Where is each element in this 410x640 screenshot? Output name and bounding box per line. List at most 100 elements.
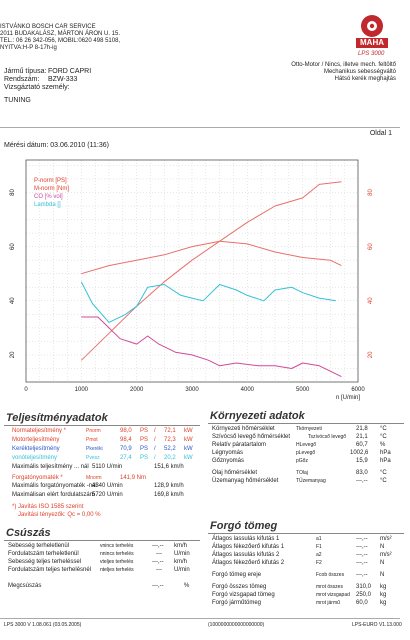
env-row: Üzemanyag hőmérséklet TÜzemanyag ---,-- … (208, 478, 404, 487)
slip-symbol: vnincs terhelés (100, 543, 134, 549)
env-label: Gőznyomás (212, 458, 245, 464)
max-torque-speed: 128,9 km/h (154, 483, 184, 489)
plot-frame (25, 159, 359, 383)
perf-ps: 98,4 (120, 437, 132, 443)
mass-unit: m/s² (380, 552, 392, 558)
slip-row: Sebesség teljes terheléssel vteljes terh… (4, 559, 200, 568)
perf-row: vonóteljesítmény Pvesz 27,4 PS / 20,2 kW (12, 455, 193, 461)
slip-total-unit: % (184, 583, 190, 589)
y-tick-label: 60 (10, 243, 16, 250)
env-value: ---,-- (356, 478, 368, 484)
perf-ps-unit: PS (140, 428, 149, 434)
slip-unit: km/h (174, 559, 188, 565)
perf-symbol: Pvesz (86, 455, 100, 461)
company-block: ISTVÁNKO BOSCH CAR SERVICE 2011 BUDAKALÁ… (0, 24, 200, 52)
mass-unit: kg (380, 592, 387, 598)
mass-value: ---,-- (356, 572, 368, 578)
x-tick-label: 2000 (130, 387, 144, 393)
divider (4, 425, 200, 426)
company-line: 2011 BUDAKALÁSZ, MÁRTON ÁRON U. 15. (0, 31, 121, 37)
slip-label: Fordulatszám teljes terhelésnél (8, 567, 92, 573)
env-value: 15,9 (356, 458, 368, 464)
slip-value: ---,-- (152, 559, 164, 565)
mass-unit: m/s² (380, 536, 392, 542)
plate-label: Rendszám: (4, 76, 40, 83)
divider (4, 540, 200, 541)
mass-unit: N (380, 572, 385, 578)
env-value: 60,7 (356, 442, 368, 448)
mass-unit: kg (380, 600, 387, 606)
divider (208, 423, 404, 424)
mass-symbol: mrot vizsgapad (316, 592, 350, 598)
perf-ps: 70,9 (120, 446, 132, 452)
perf-label: Normateljesítmény * (12, 428, 67, 434)
x-tick-label: 5000 (296, 387, 310, 393)
mass-symbol: Fcob összes (316, 572, 345, 578)
mass-symbol: F2 (316, 560, 322, 566)
env-symbol: TÜzemanyag (296, 478, 326, 484)
series-line (80, 181, 342, 361)
perf-ps-unit: PS (140, 437, 149, 443)
slip-value: ---,-- (152, 543, 164, 549)
slip-rows: Sebesség terheletlenül vnincs terhelés -… (4, 543, 200, 583)
mass-row: Átlagos fékezőerő kifutás 1 F1 ---,-- N (208, 544, 404, 553)
env-row: Légnyomás pLevegő 1002,6 hPa (208, 450, 404, 459)
series-line (80, 281, 336, 323)
legend-entry: M-norm [Nm] (34, 186, 69, 192)
footer-center: (1000000000000000000) (208, 622, 265, 628)
slip-title: Csúszás (6, 527, 51, 539)
slip-label: Fordulatszám terheletlenül (8, 551, 79, 557)
series-line (81, 240, 342, 275)
legend-entry: CO [% vol] (34, 194, 63, 200)
max-power-rpm: 5110 U/min (92, 464, 123, 470)
torque-label: Forgatónyomaték * (12, 475, 63, 481)
company-line: ISTVÁNKO BOSCH CAR SERVICE (0, 24, 96, 30)
torque-value: 141,9 Nm (120, 475, 147, 481)
env-value: 21,8 (356, 426, 368, 432)
performance-rows: Normateljesítmény * Pnorm 98,0 PS / 72,1… (4, 428, 200, 468)
perf-kw-unit: kW (184, 446, 193, 452)
mass-rows: Átlagos lassulás kifutás 1 a1 ---,-- m/s… (208, 536, 404, 620)
env-label: Környezeti hőmérséklet (212, 426, 275, 432)
perf-ps: 27,4 (120, 455, 132, 461)
env-unit: °C (380, 434, 387, 440)
right-y-tick-label: 60 (368, 243, 374, 250)
power-chart: 0 1000 2000 3000 4000 5000 6000 n [U/min] 20 40 60… (10, 159, 374, 401)
perf-row: Kerékteljesítmény Pkeréki 70,9 PS / 52,2… (12, 446, 193, 452)
mass-label: Forgó tömeg ereje (212, 572, 262, 578)
max-rpm-speed: 169,8 km/h (154, 492, 184, 498)
env-label: Légnyomás (212, 450, 244, 456)
perf-row: Motorteljesítmény Pmot 98,4 PS / 72,3 kW (12, 437, 193, 443)
slip-row: Sebesség terheletlenül vnincs terhelés -… (4, 543, 200, 552)
measure-date: Mérési dátum: 03.06.2010 (11:36) (4, 142, 109, 149)
x-axis-label: n [U/min] (336, 395, 360, 401)
mass-label: Átlagos lassulás kifutás 2 (212, 552, 280, 558)
vehicle-type-label: Jármű típusa: (4, 68, 47, 75)
divider (0, 127, 400, 128)
company-line: TEL.: 06 26 342-056, MOBIL:0620 498 5108… (0, 38, 121, 44)
maha-logo-icon (356, 15, 388, 48)
perf-symbol: Pmot (86, 437, 98, 443)
perf-kw-unit: kW (184, 428, 193, 434)
slip-total-value: ---,-- (152, 583, 164, 589)
perf-kw: 52,2 (164, 446, 176, 452)
env-symbol: Tszívócső levegő (308, 434, 347, 440)
perf-kw: 72,1 (164, 428, 176, 434)
env-value: 21,1 (356, 434, 368, 440)
env-unit: °C (380, 426, 387, 432)
page-number: Oldal 1 (369, 130, 392, 137)
mass-row: Forgó összes tömeg mrot összes 310,0 kg (208, 584, 404, 593)
env-label: Relatív páratartalom (212, 442, 267, 448)
x-tick-label: 0 (24, 387, 28, 393)
slip-value: --- (156, 567, 162, 573)
max-torque-rpm: 4340 U/min (92, 483, 123, 489)
correction-factor: Javítási tényezők: Qc = 0,00 % (18, 512, 101, 518)
engine-mode: Otto-Motor / Nincs, illetve mech. feltöl… (291, 62, 396, 68)
mass-row: Forgó tömeg ereje Fcob összes ---,-- N (208, 572, 404, 581)
mass-title: Forgó tömeg (210, 520, 278, 532)
divider (0, 618, 400, 619)
footer-right: LPS-EURO V1.13.000 (352, 622, 402, 628)
torque-symbol: Mnorm (86, 475, 102, 481)
series-line (81, 316, 342, 378)
env-row: Gőznyomás pGőz 15,9 hPa (208, 458, 404, 467)
